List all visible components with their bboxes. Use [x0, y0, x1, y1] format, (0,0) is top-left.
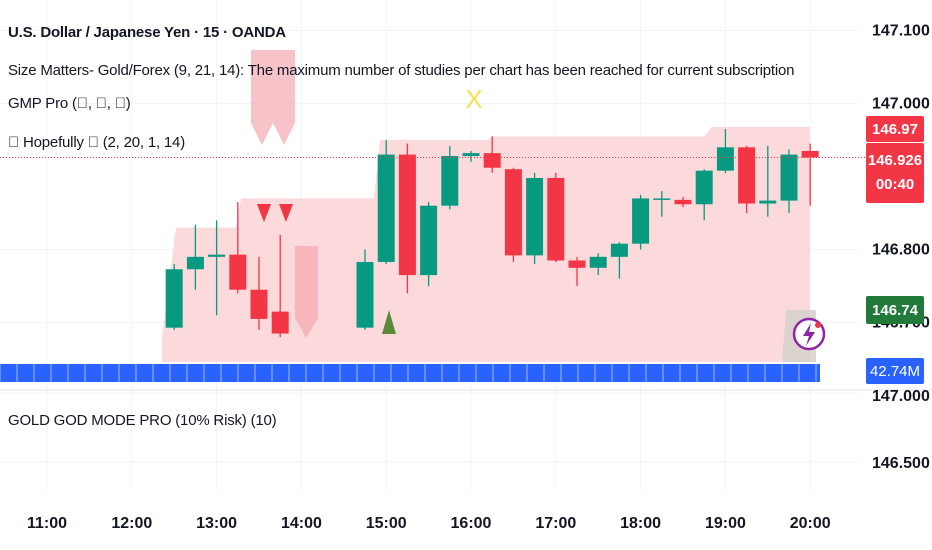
bar-countdown: 00:40 [875, 176, 915, 193]
candle-body[interactable] [229, 254, 247, 290]
candle-body[interactable] [716, 147, 734, 171]
time-tick-label: 12:00 [111, 515, 152, 532]
price-tick-label: 147.100 [872, 22, 930, 39]
sell-arrow [257, 204, 271, 222]
candle-body[interactable] [526, 177, 544, 256]
time-tick-label: 11:00 [27, 515, 67, 532]
high-price-tag: 146.97 [866, 116, 924, 142]
sell-signal-box [251, 50, 273, 145]
study-gold-god-mode[interactable]: GOLD GOD MODE PRO (10% Risk) (10) [8, 412, 277, 429]
time-tick-label: 18:00 [620, 515, 661, 532]
candle-body[interactable] [377, 154, 395, 262]
time-tick-label: 14:00 [281, 515, 322, 532]
candle-body[interactable] [674, 199, 692, 205]
candle-body[interactable] [483, 153, 501, 168]
candle-body[interactable] [165, 269, 183, 328]
candle-body[interactable] [462, 153, 480, 157]
time-tick-label: 16:00 [451, 515, 492, 532]
time-axis[interactable]: 11:00 12:00 13:00 14:00 15:00 16:00 17:00 18:00… [27, 515, 831, 532]
low-price-tag: 146.74 [866, 296, 924, 324]
study-size-matters[interactable]: Size Matters- Gold/Forex (9, 21, 14): Th… [8, 62, 795, 79]
notification-dot [815, 322, 821, 328]
candle-body[interactable] [547, 177, 565, 261]
candle-body[interactable] [568, 260, 586, 268]
candle-body[interactable] [398, 154, 416, 276]
study-gmp-pro[interactable]: GMP Pro ( ,  ,  ) [8, 95, 131, 112]
current-price-tag: 146.926 00:40 [866, 143, 924, 203]
symbol-title[interactable]: U.S. Dollar / Japanese Yen · 15 · OANDA [8, 24, 286, 41]
candle-body[interactable] [695, 170, 713, 205]
channel-band [162, 126, 810, 363]
x-marker: X [465, 84, 482, 114]
candle-body[interactable] [780, 154, 798, 201]
volume-tag: 42.74M [866, 358, 924, 384]
lightning-bolt [803, 323, 815, 346]
candle-body[interactable] [610, 243, 628, 257]
price-tick-label: 146.800 [872, 242, 930, 259]
sell-arrow [279, 204, 293, 222]
study-hopefully[interactable]:   Hopefully   (2, 20, 1, 14) [8, 134, 185, 151]
candle-body[interactable] [653, 198, 671, 200]
candle-body[interactable] [441, 156, 459, 206]
candle-body[interactable] [208, 254, 226, 257]
time-tick-label: 20:00 [790, 515, 831, 532]
time-tick-label: 17:00 [535, 515, 576, 532]
price-axis[interactable]: 147.100147.000146.800146.700147.000146.5… [872, 22, 930, 472]
price-tick-label: 147.000 [872, 388, 930, 405]
price-tick-label: 146.500 [872, 455, 930, 472]
buy-arrow [382, 310, 396, 334]
sell-signal-box [295, 246, 318, 338]
current-price-value: 146.926 [867, 152, 923, 169]
candle-body[interactable] [589, 256, 607, 268]
time-tick-label: 13:00 [196, 515, 237, 532]
candle-series [165, 129, 819, 338]
candle-body[interactable] [271, 311, 289, 334]
price-tick-label: 147.000 [872, 95, 930, 112]
time-tick-label: 19:00 [705, 515, 746, 532]
volume-band [0, 364, 820, 382]
lightning-icon[interactable] [792, 317, 826, 351]
candle-body[interactable] [356, 261, 374, 328]
candle-body[interactable] [801, 150, 819, 158]
candle-body[interactable] [420, 205, 438, 276]
candle-body[interactable] [186, 256, 204, 270]
sell-signal-box [273, 50, 295, 145]
volume-strip [0, 364, 820, 382]
time-tick-label: 15:00 [366, 515, 407, 532]
candle-body[interactable] [632, 198, 650, 244]
candle-body[interactable] [759, 200, 777, 204]
candle-body[interactable] [504, 169, 522, 256]
candle-body[interactable] [738, 147, 756, 204]
candle-body[interactable] [250, 289, 268, 319]
